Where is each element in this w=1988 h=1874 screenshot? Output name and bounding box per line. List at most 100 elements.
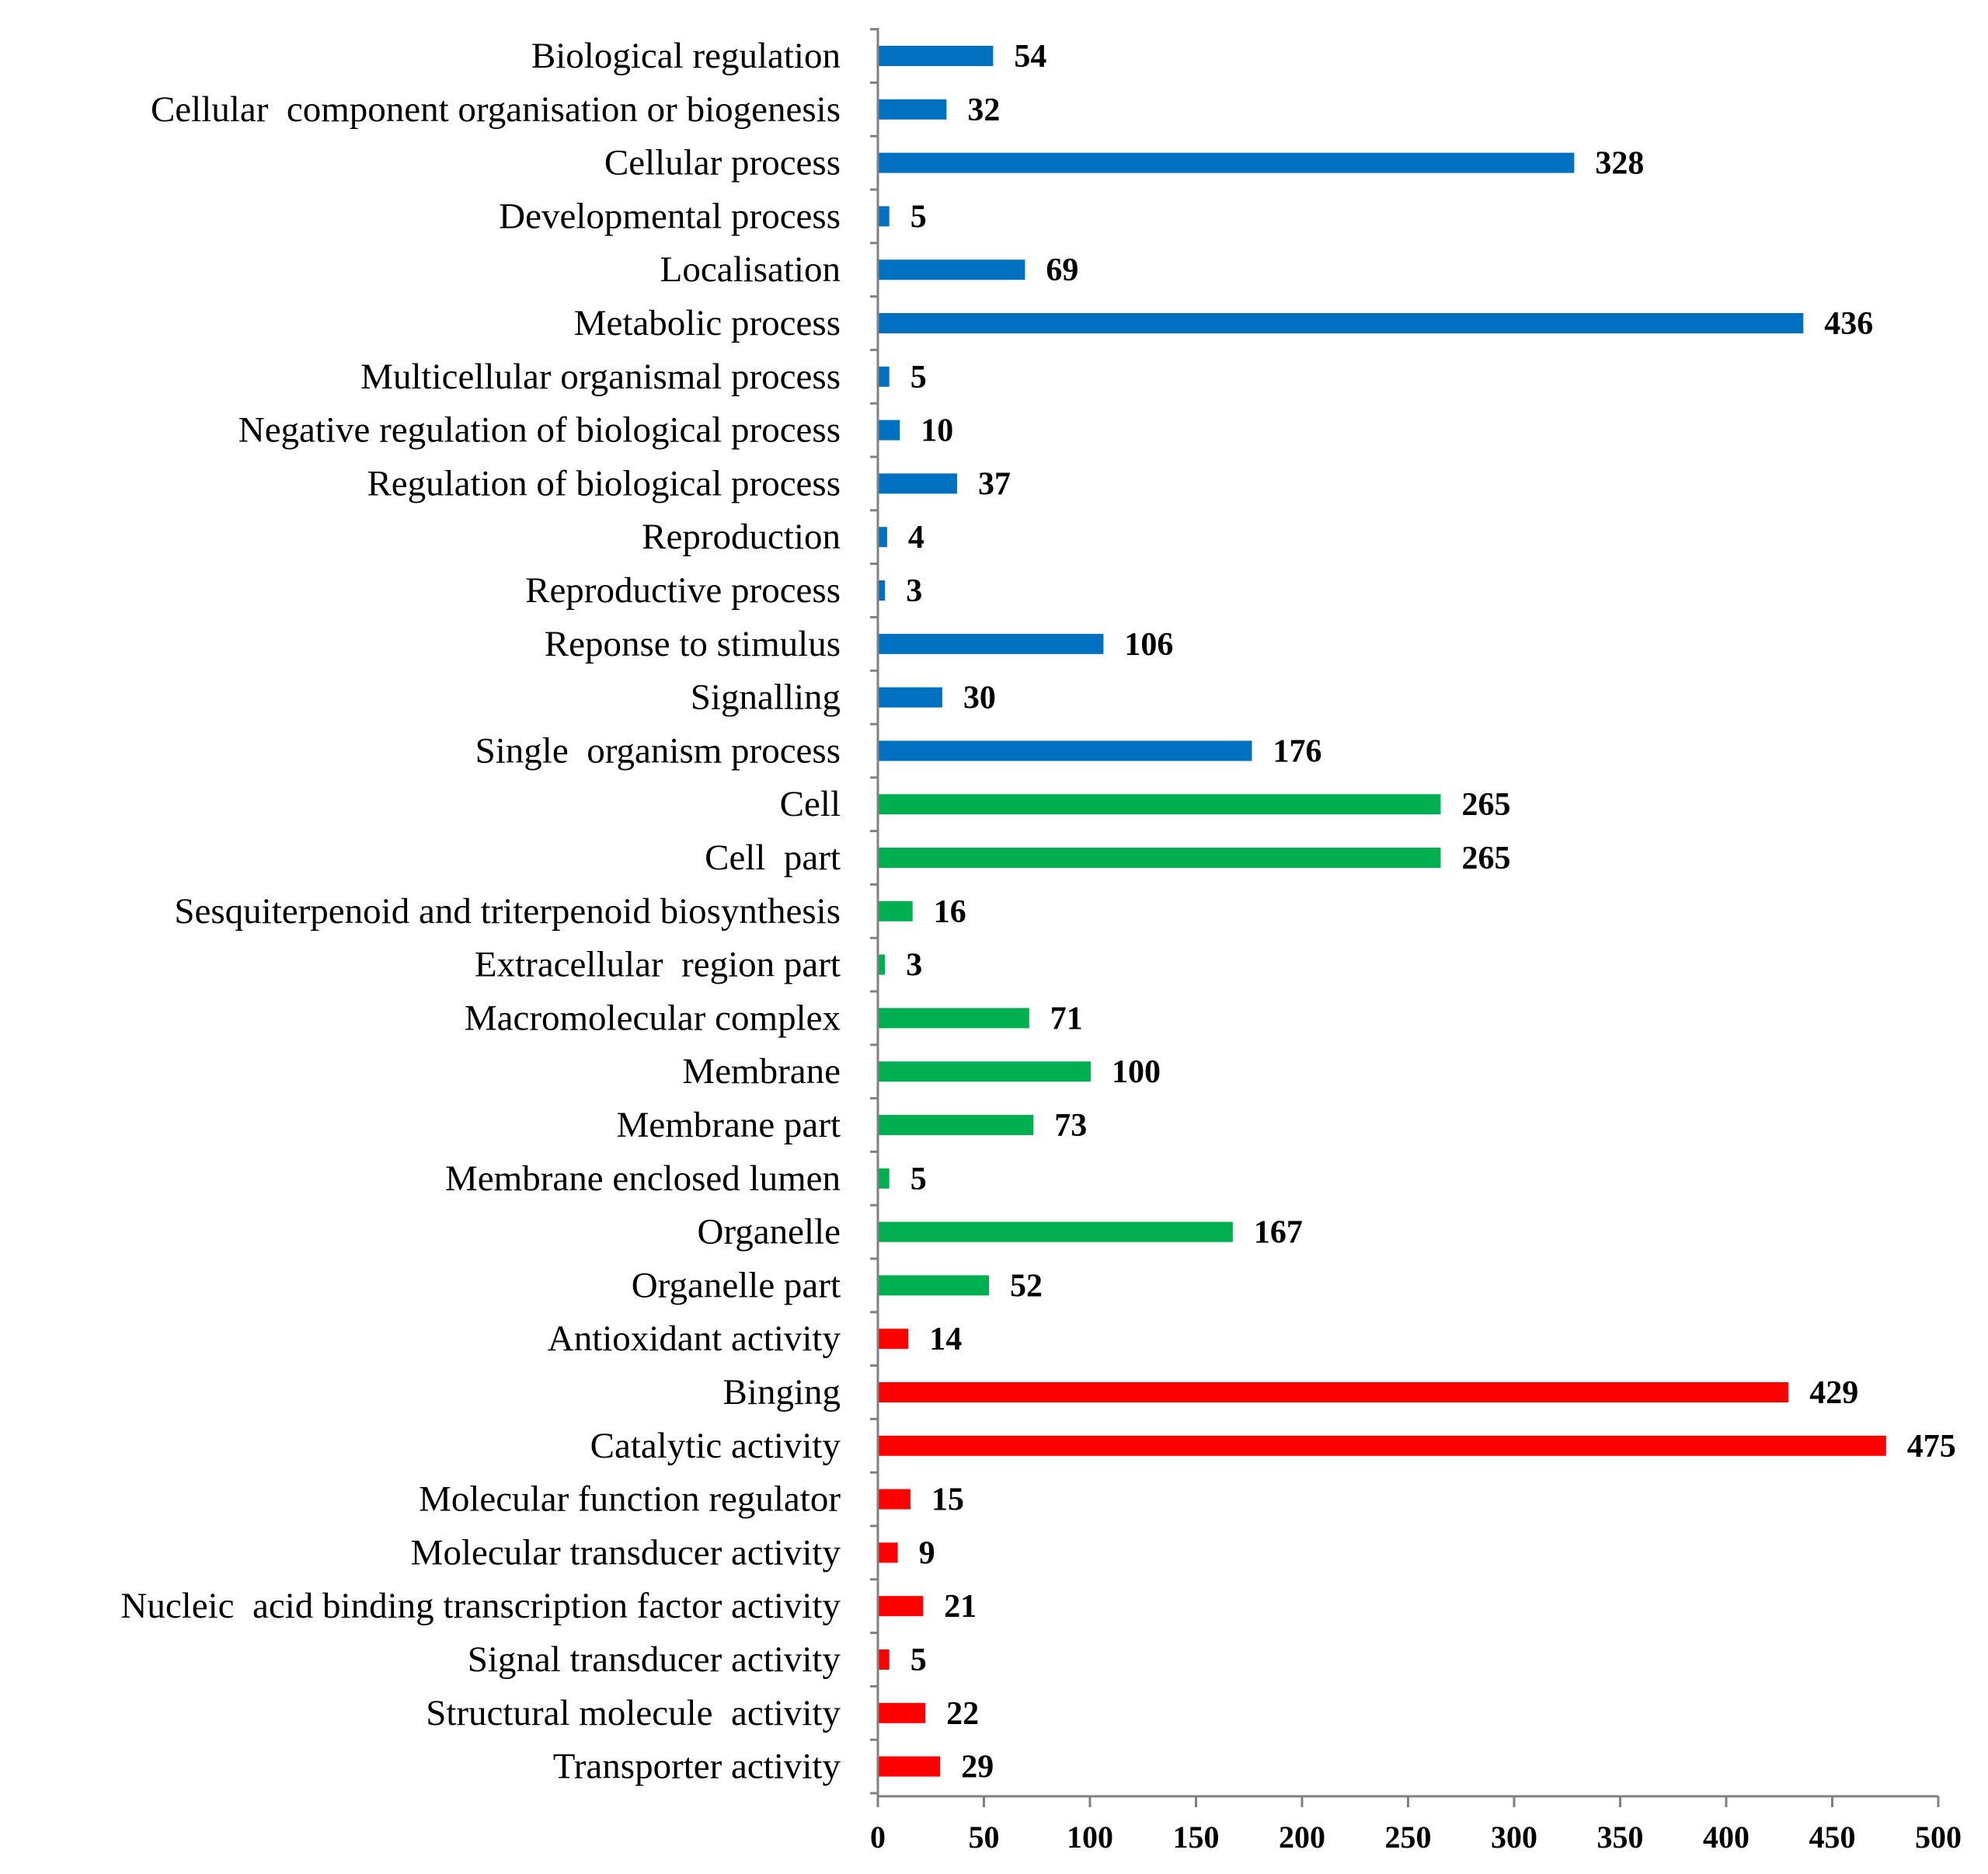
value-label: 167	[1254, 1215, 1303, 1251]
x-tick-label: 250	[1385, 1820, 1432, 1855]
value-label: 5	[910, 199, 927, 235]
value-labels-layer: 54 32 328 5 69 436 5 10 37 4 3 106 30 176 265 265 16 3 71 1…	[906, 39, 1956, 1785]
bar-molecular_function-8	[879, 1756, 941, 1777]
category-label: Regulation of biological process	[367, 463, 841, 503]
category-label: Developmental process	[499, 196, 841, 236]
bar-molecular_function-6	[879, 1649, 890, 1670]
x-tick-label: 350	[1597, 1820, 1644, 1855]
category-label: Reponse to stimulus	[545, 624, 841, 664]
value-label: 328	[1595, 146, 1644, 182]
value-label: 52	[1010, 1268, 1043, 1304]
x-tick-label: 400	[1703, 1820, 1750, 1855]
value-label: 69	[1046, 253, 1078, 288]
value-label: 9	[919, 1535, 935, 1571]
category-label: Metabolic process	[574, 303, 841, 343]
x-tick-label: 100	[1067, 1820, 1113, 1855]
category-label: Cellular component organisation or bioge…	[151, 89, 841, 130]
category-label: Localisation	[660, 249, 841, 290]
value-label: 176	[1273, 733, 1322, 769]
x-tick-label: 150	[1173, 1820, 1220, 1855]
x-tick-label: 500	[1915, 1820, 1962, 1855]
bar-biological_process-4	[879, 260, 1025, 280]
bar-molecular_function-3	[879, 1489, 910, 1510]
bar-cellular_component-5	[879, 1061, 1091, 1082]
value-label: 5	[910, 1162, 927, 1197]
value-label: 265	[1462, 787, 1511, 823]
bar-biological_process-1	[879, 99, 947, 120]
value-label: 30	[963, 681, 996, 716]
value-label: 54	[1014, 39, 1046, 75]
bar-biological_process-11	[879, 633, 1104, 654]
value-label: 3	[906, 573, 922, 609]
value-label: 22	[946, 1696, 979, 1732]
bar-biological_process-3	[879, 206, 890, 227]
value-label: 21	[944, 1589, 977, 1625]
value-label: 29	[961, 1750, 994, 1785]
category-labels-layer: Biological regulation Cellular component …	[120, 36, 841, 1787]
value-label: 3	[906, 948, 922, 984]
category-label: Multicellular organismal process	[360, 357, 841, 397]
category-label: Organelle part	[632, 1265, 841, 1305]
category-label: Extracellular region part	[475, 945, 841, 985]
category-label: Organelle	[698, 1212, 841, 1252]
x-tick-label: 50	[969, 1820, 1000, 1855]
value-label: 37	[978, 466, 1011, 502]
value-label: 16	[934, 894, 966, 930]
value-label: 436	[1824, 306, 1873, 342]
bar-cellular_component-9	[879, 1275, 989, 1296]
category-label: Molecular transducer activity	[411, 1532, 841, 1573]
bar-cellular_component-0	[879, 794, 1441, 815]
value-label: 10	[921, 413, 953, 449]
category-label: Reproductive process	[525, 570, 841, 611]
category-label: Transporter activity	[553, 1747, 841, 1787]
value-label: 5	[910, 1642, 927, 1678]
category-label: Cell	[780, 784, 841, 824]
category-label: Antioxidant activity	[548, 1318, 841, 1359]
category-label: Binging	[723, 1372, 841, 1412]
bars-layer	[879, 46, 1886, 1777]
bar-biological_process-10	[879, 580, 886, 601]
bar-biological_process-5	[879, 313, 1804, 333]
bar-biological_process-7	[879, 420, 900, 441]
bar-biological_process-2	[879, 152, 1575, 173]
bar-molecular_function-2	[879, 1435, 1886, 1456]
x-tick-label: 200	[1279, 1820, 1325, 1855]
bar-molecular_function-7	[879, 1702, 926, 1723]
category-label: Structural molecule activity	[426, 1693, 841, 1733]
category-label: Nucleic acid binding transcription facto…	[120, 1586, 841, 1626]
value-label: 100	[1112, 1054, 1161, 1090]
bar-cellular_component-6	[879, 1115, 1034, 1135]
bar-cellular_component-3	[879, 954, 886, 975]
value-label: 14	[929, 1322, 962, 1357]
category-label: Cellular process	[604, 143, 841, 183]
value-label: 15	[931, 1482, 964, 1518]
x-tick-label: 450	[1809, 1820, 1856, 1855]
category-label: Macromolecular complex	[465, 998, 841, 1038]
bar-molecular_function-1	[879, 1382, 1789, 1402]
bar-cellular_component-1	[879, 848, 1441, 868]
category-label: Membrane enclosed lumen	[445, 1158, 841, 1199]
category-label: Membrane part	[617, 1105, 841, 1145]
category-label: Reproduction	[642, 517, 841, 557]
value-label: 4	[908, 520, 924, 556]
bar-molecular_function-4	[879, 1542, 898, 1563]
value-label: 429	[1809, 1375, 1858, 1411]
bar-biological_process-13	[879, 740, 1252, 761]
bar-molecular_function-5	[879, 1596, 924, 1617]
bar-biological_process-6	[879, 366, 890, 387]
bar-biological_process-0	[879, 46, 994, 66]
bar-molecular_function-0	[879, 1329, 909, 1350]
value-label: 32	[967, 92, 1000, 128]
category-label: Signal transducer activity	[468, 1639, 841, 1680]
category-label: Biological regulation	[531, 36, 841, 76]
category-label: Catalytic activity	[590, 1426, 841, 1466]
bar-biological_process-9	[879, 527, 887, 548]
category-label: Cell part	[705, 838, 841, 878]
category-label: Negative regulation of biological proces…	[238, 410, 841, 451]
bar-cellular_component-4	[879, 1008, 1029, 1029]
value-label: 106	[1124, 627, 1173, 663]
category-label: Membrane	[682, 1051, 841, 1092]
bar-biological_process-12	[879, 687, 942, 708]
